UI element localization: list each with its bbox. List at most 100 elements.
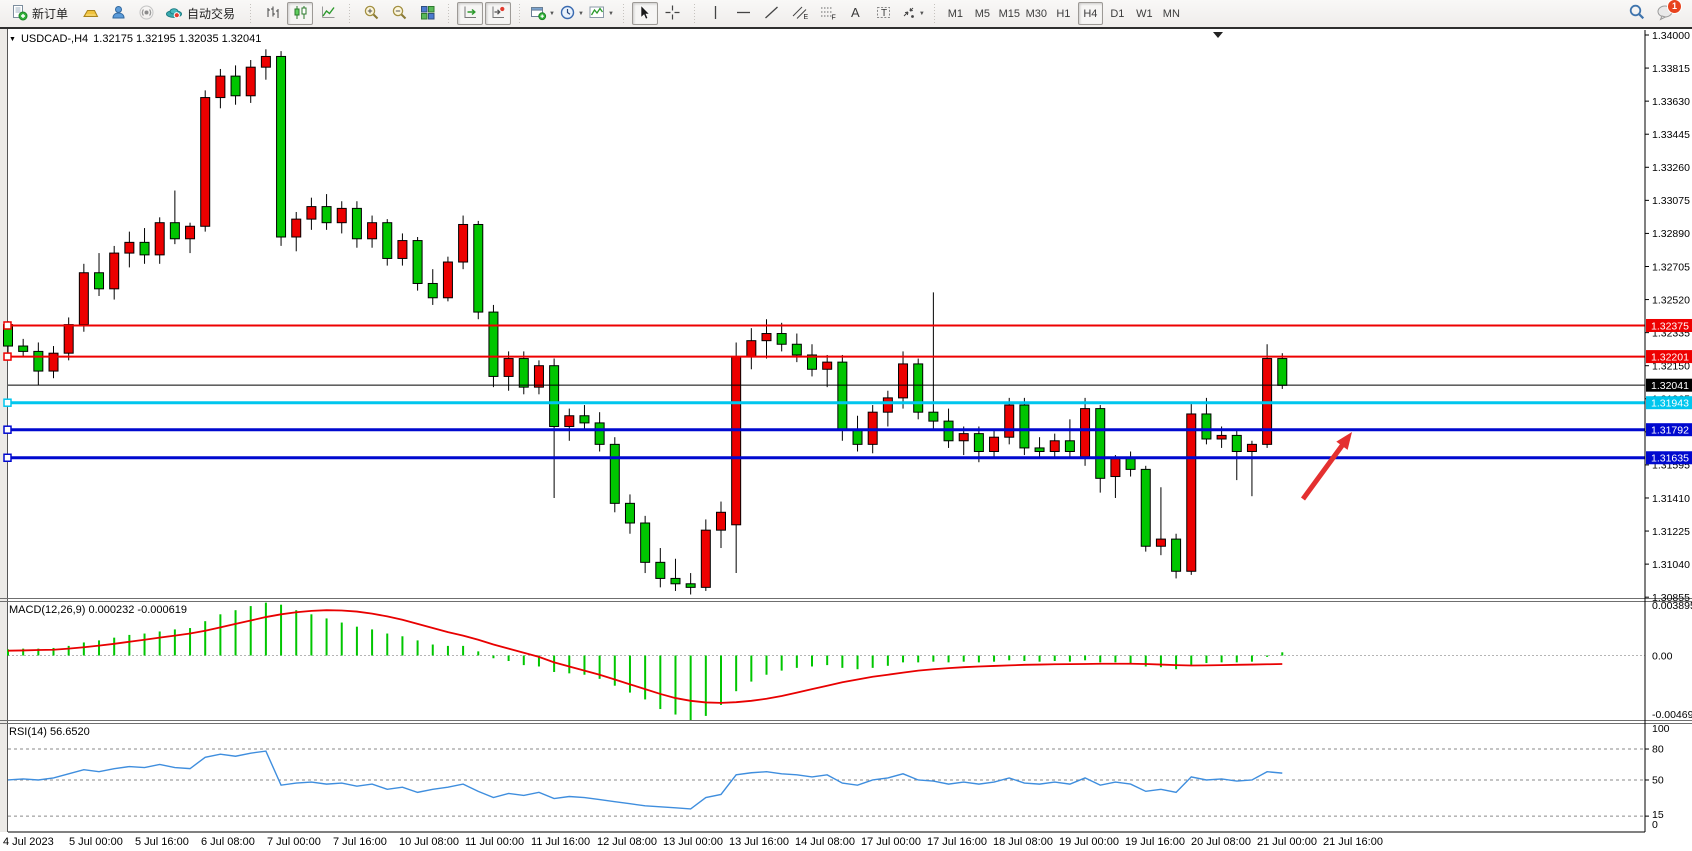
toolbar-grip: [248, 3, 254, 24]
gold-ingot-button[interactable]: [77, 2, 103, 25]
chart-ohlc-values: 1.32175 1.32195 1.32035 1.32041: [93, 33, 262, 45]
text-label-tool-button[interactable]: T: [871, 2, 897, 25]
dropdown-arrow-icon: ▼: [607, 10, 614, 17]
arrow-shapes-icon: [900, 4, 917, 24]
svg-text:7 Jul 16:00: 7 Jul 16:00: [333, 836, 387, 848]
bar-chart-icon: [264, 4, 281, 24]
toolbar-grip: [517, 3, 523, 24]
vertical-line-tool-button[interactable]: [703, 2, 729, 25]
periods-button[interactable]: ▼: [558, 2, 585, 25]
bar-chart-type-button[interactable]: [259, 2, 285, 25]
dropdown-arrow-icon: ▼: [918, 10, 925, 17]
svg-text:4 Jul 2023: 4 Jul 2023: [3, 836, 54, 848]
trendline-icon: [763, 4, 780, 24]
clock-icon: [559, 4, 576, 24]
timeframe-button-mn[interactable]: MN: [1162, 7, 1180, 20]
chart-menu-triangle-icon[interactable]: ▼: [9, 35, 16, 43]
crosshair-icon: [664, 4, 681, 24]
zoom-out-button[interactable]: [386, 2, 412, 25]
auto-scroll-button[interactable]: [457, 2, 484, 25]
toolbar-grip: [691, 3, 697, 24]
timeframe-button-m30[interactable]: M30: [1025, 7, 1048, 20]
community-person-icon: [110, 4, 127, 24]
svg-text:5 Jul 16:00: 5 Jul 16:00: [135, 836, 189, 848]
svg-text:18 Jul 08:00: 18 Jul 08:00: [993, 836, 1053, 848]
svg-text:1.31225: 1.31225: [1652, 526, 1690, 538]
dropdown-arrow-icon: ▼: [549, 10, 555, 17]
horizontal-line-tool-button[interactable]: [731, 2, 757, 25]
chart-title: ▼ USDCAD-,H4 1.32175 1.32195 1.32035 1.3…: [9, 33, 261, 45]
svg-text:-0.004699: -0.004699: [1652, 709, 1692, 721]
chat-button[interactable]: 1: [1652, 0, 1682, 25]
line-handle[interactable]: [3, 425, 12, 434]
candlestick-type-button[interactable]: [287, 2, 314, 25]
horizontal-line-1.32375[interactable]: [3, 321, 1645, 330]
search-button[interactable]: [1624, 2, 1650, 25]
crosshair-tool-button[interactable]: [660, 2, 686, 25]
new-chart-button[interactable]: ▼: [528, 2, 556, 25]
line-chart-type-button[interactable]: [315, 2, 341, 25]
arrows-tool-button[interactable]: ▼: [899, 2, 926, 25]
timeframe-button-d1[interactable]: D1: [1110, 7, 1125, 20]
new-order-button[interactable]: 新订单: [7, 2, 75, 25]
chart-canvas[interactable]: 1.34000 1.33815 1.33630 1.33445 1.33260 1.330…: [0, 29, 1692, 851]
timeframe-button-m1[interactable]: M1: [947, 7, 963, 20]
horizontal-line-1.31792[interactable]: [3, 425, 1645, 434]
svg-text:1.32150: 1.32150: [1652, 361, 1690, 373]
svg-text:7 Jul 00:00: 7 Jul 00:00: [267, 836, 321, 848]
fibonacci-tool-button[interactable]: F: [815, 2, 841, 25]
svg-text:21 Jul 16:00: 21 Jul 16:00: [1323, 836, 1383, 848]
timeframe-button-m5[interactable]: M5: [974, 7, 990, 20]
rsi-indicator-label: RSI(14) 56.6520: [9, 726, 90, 738]
gold-ingot-icon: [82, 4, 99, 24]
svg-text:19 Jul 16:00: 19 Jul 16:00: [1125, 836, 1185, 848]
line-handle[interactable]: [3, 352, 12, 361]
timeframe-button-h1[interactable]: H1: [1056, 7, 1071, 20]
svg-text:1.30855: 1.30855: [1652, 592, 1690, 604]
timeframe-button-h4[interactable]: H4: [1077, 2, 1103, 25]
price-chip-1.32375: 1.32375: [1646, 318, 1692, 332]
toolbar-grip: [620, 3, 626, 24]
horizontal-line-1.31635[interactable]: [3, 453, 1645, 463]
dropdown-arrow-icon: ▼: [577, 10, 584, 17]
chart-shift-icon: [490, 4, 507, 24]
cursor-tool-button[interactable]: [631, 2, 658, 25]
chart-shift-button[interactable]: [485, 2, 512, 25]
svg-text:1.32201: 1.32201: [1651, 351, 1689, 363]
horizontal-line-1.32201[interactable]: [3, 352, 1645, 361]
zoom-in-button[interactable]: [358, 2, 384, 25]
trendline-tool-button[interactable]: [759, 2, 785, 25]
indicators-button[interactable]: ▼: [587, 2, 615, 25]
price-chip-1.31792: 1.31792: [1646, 423, 1692, 436]
line-handle[interactable]: [3, 453, 12, 463]
new-chart-icon: [529, 4, 547, 24]
macd-pane: [7, 602, 1645, 721]
macd-indicator-label: MACD(12,26,9) 0.000232 -0.000619: [9, 604, 187, 616]
equidistant-channel-tool-button[interactable]: E: [787, 2, 813, 25]
svg-text:14 Jul 08:00: 14 Jul 08:00: [795, 836, 855, 848]
timeframe-button-w1[interactable]: W1: [1136, 7, 1153, 20]
svg-text:1.31792: 1.31792: [1651, 424, 1689, 436]
svg-text:6 Jul 08:00: 6 Jul 08:00: [201, 836, 255, 848]
svg-text:1.34000: 1.34000: [1652, 30, 1690, 42]
tile-windows-button[interactable]: [414, 2, 440, 25]
chart-shift-marker[interactable]: [1213, 32, 1223, 38]
svg-text:1.32041: 1.32041: [1651, 380, 1689, 392]
svg-text:17 Jul 16:00: 17 Jul 16:00: [927, 836, 987, 848]
horizontal-line-1.31943[interactable]: [3, 398, 1645, 407]
timeframe-group: M1 M5 M15 M30 H1 H4 D1 W1 MN: [942, 2, 1185, 25]
svg-text:100: 100: [1652, 723, 1670, 735]
autotrading-button[interactable]: 自动交易: [161, 2, 242, 25]
broadcast-button[interactable]: [133, 2, 159, 25]
text-tool-button[interactable]: A: [843, 2, 869, 25]
community-button[interactable]: [105, 2, 131, 25]
timeframe-button-m15[interactable]: M15: [998, 7, 1021, 20]
price-chip-1.31943: 1.31943: [1646, 396, 1692, 410]
svg-text:13 Jul 16:00: 13 Jul 16:00: [729, 836, 789, 848]
toolbar-grip: [347, 3, 353, 24]
line-handle[interactable]: [3, 321, 12, 330]
trend-arrow-annotation[interactable]: [1300, 432, 1352, 501]
svg-text:1.31040: 1.31040: [1652, 559, 1690, 571]
price-axis: 1.34000 1.33815 1.33630 1.33445 1.33260 1.330…: [8, 30, 1692, 833]
line-handle[interactable]: [3, 398, 12, 407]
